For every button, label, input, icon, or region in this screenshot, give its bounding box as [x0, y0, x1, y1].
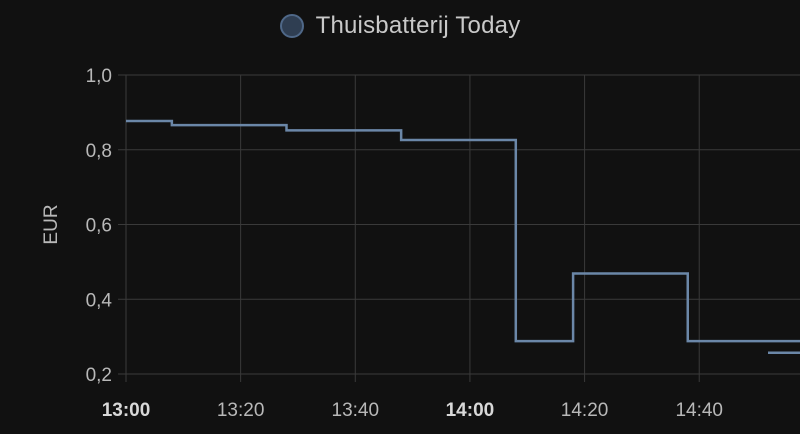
legend[interactable]: Thuisbatterij Today	[0, 12, 800, 40]
x-tick-label: 14:20	[561, 400, 609, 421]
legend-label[interactable]: Thuisbatterij Today	[315, 12, 521, 39]
y-tick-label: 0,6	[86, 216, 112, 237]
x-tick-label: 13:00	[102, 400, 151, 421]
legend-swatch[interactable]	[279, 14, 304, 38]
x-tick-label: 13:40	[332, 400, 380, 421]
x-tick-label: 14:00	[446, 400, 495, 421]
y-axis-title: EUR	[41, 204, 62, 244]
y-tick-label: 0,4	[86, 290, 113, 311]
y-tick-label: 0,2	[86, 365, 112, 386]
y-tick-label: 1,0	[86, 66, 112, 87]
y-tick-label: 0,8	[86, 141, 112, 162]
x-tick-label: 14:40	[675, 400, 723, 421]
series-line[interactable]	[126, 119, 800, 354]
x-tick-label: 13:20	[217, 400, 265, 421]
